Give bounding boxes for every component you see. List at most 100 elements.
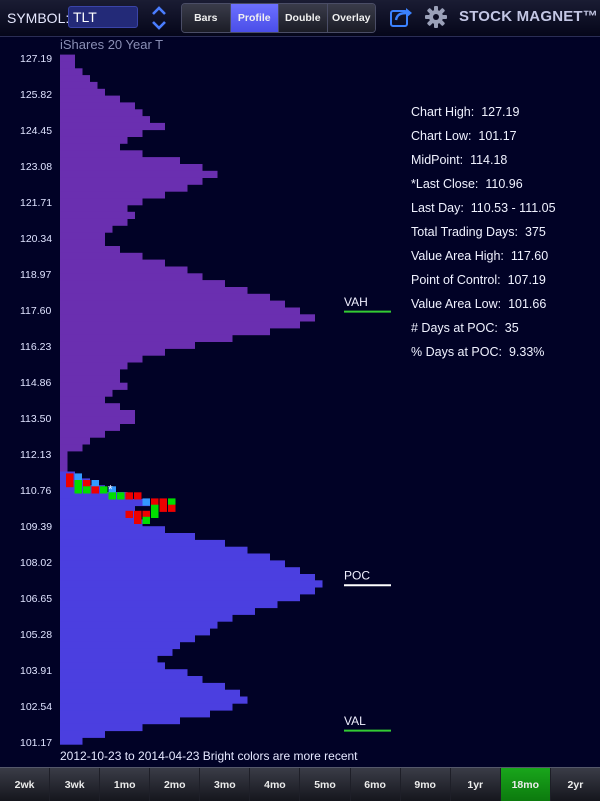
profile-bar	[60, 348, 165, 356]
tab-profile[interactable]: Profile	[230, 4, 279, 32]
profile-bar	[60, 451, 68, 459]
recent-day-cell	[74, 486, 82, 494]
tab-overlay[interactable]: Overlay	[327, 4, 375, 32]
stat-label: Chart High:	[411, 105, 475, 119]
profile-bar	[60, 355, 143, 363]
profile-bar	[60, 710, 210, 718]
y-tick-label: 106.65	[20, 593, 52, 605]
range-button-6mo[interactable]: 6mo	[351, 768, 401, 801]
last-close-marker: *	[108, 483, 113, 497]
app-title: STOCK MAGNET™	[459, 8, 598, 25]
recent-day-cell	[168, 504, 176, 512]
profile-bar	[60, 717, 180, 725]
range-button-1yr[interactable]: 1yr	[451, 768, 501, 801]
gear-icon[interactable]	[425, 6, 447, 28]
profile-bar	[60, 205, 128, 213]
y-tick-label: 112.13	[20, 449, 51, 461]
profile-bar	[60, 334, 233, 342]
y-tick-label: 121.71	[20, 197, 52, 209]
stat-value: 114.18	[470, 153, 508, 167]
stat-value: 110.96	[485, 177, 523, 191]
profile-bar	[60, 689, 240, 697]
up-down-chevron-icon[interactable]	[150, 3, 168, 33]
profile-bar	[60, 280, 225, 288]
recent-day-cell	[125, 492, 133, 500]
profile-bar	[60, 75, 90, 83]
stats-panel: Chart High: 127.19 Chart Low: 101.17 MidPo…	[411, 104, 556, 368]
profile-bar	[60, 539, 225, 548]
range-button-5mo[interactable]: 5mo	[300, 768, 351, 801]
profile-bar	[60, 628, 210, 636]
symbol-input[interactable]	[68, 6, 138, 28]
stat-row: Value Area High: 117.60	[411, 248, 556, 272]
tab-bars[interactable]: Bars	[182, 4, 231, 32]
profile-bar	[60, 437, 90, 445]
profile-bar	[60, 259, 165, 267]
profile-bar	[60, 498, 150, 507]
y-tick-label: 105.28	[20, 629, 52, 641]
profile-bar	[60, 287, 248, 295]
profile-bar	[60, 410, 135, 418]
range-button-2mo[interactable]: 2mo	[150, 768, 201, 801]
range-button-2yr[interactable]: 2yr	[567, 778, 584, 791]
profile-bar	[60, 607, 255, 615]
tab-double[interactable]: Double	[279, 4, 328, 32]
recent-day-cell	[151, 510, 159, 518]
profile-bar	[60, 252, 143, 260]
y-tick-label: 118.97	[20, 269, 51, 281]
recent-day-cell	[66, 480, 74, 488]
profile-bar	[60, 512, 135, 520]
recent-day-cell	[91, 486, 99, 494]
range-button-1mo[interactable]: 1mo	[100, 768, 151, 801]
stat-label: # Days at POC:	[411, 321, 498, 335]
profile-bar	[60, 403, 120, 411]
share-icon[interactable]	[389, 5, 413, 29]
stat-row: Chart Low: 101.17	[411, 128, 556, 152]
y-tick-label: 102.54	[20, 701, 52, 713]
range-button-4mo[interactable]: 4mo	[250, 768, 301, 801]
recent-day-cell	[125, 510, 133, 518]
recent-day-cell	[151, 504, 159, 512]
stat-label: % Days at POC:	[411, 345, 502, 359]
date-range-note: 2012-10-23 to 2014-04-23 Bright colors a…	[60, 749, 358, 763]
recent-day-cell	[142, 516, 150, 524]
profile-bar	[60, 191, 165, 199]
profile-bar	[60, 485, 105, 493]
recent-day-cell	[142, 498, 150, 506]
profile-bar	[60, 600, 278, 609]
range-button-3mo[interactable]: 3mo	[200, 768, 251, 801]
stat-row: Point of Control: 107.19	[411, 272, 556, 296]
profile-bar	[60, 88, 105, 96]
profile-bar	[60, 375, 120, 383]
profile-bar	[60, 122, 165, 131]
stat-row: MidPoint: 114.18	[411, 152, 556, 176]
range-button-18mo[interactable]: 18mo	[500, 768, 551, 801]
y-tick-label: 101.17	[20, 737, 52, 749]
profile-bar	[60, 307, 300, 315]
stat-value: 101.66	[508, 297, 547, 311]
recent-day-cell	[83, 480, 91, 488]
time-range-bar: 2wk 3wk 1mo 2mo 3mo 4mo 5mo 6mo 9mo 1yr 18mo 2yr	[0, 767, 600, 801]
profile-bar	[60, 109, 143, 117]
range-button-3wk[interactable]: 3wk	[50, 768, 101, 801]
range-button-9mo[interactable]: 9mo	[401, 768, 451, 801]
profile-bar	[60, 246, 120, 254]
recent-day-cell	[134, 510, 142, 518]
profile-bar	[60, 136, 128, 144]
stat-value: 35	[504, 321, 519, 335]
profile-bar	[60, 170, 218, 178]
stat-row: Total Trading Days: 375	[411, 224, 556, 248]
profile-bar	[60, 143, 120, 151]
profile-bar	[60, 273, 203, 281]
y-tick-label: 125.82	[20, 89, 52, 101]
stat-row: Value Area Low: 101.66	[411, 296, 556, 320]
profile-bar	[60, 102, 135, 110]
profile-bar	[60, 369, 120, 377]
range-button-2wk[interactable]: 2wk	[0, 768, 51, 801]
y-tick-label: 103.91	[20, 665, 52, 677]
recent-day-cell	[134, 492, 142, 500]
stat-value: 101.17	[478, 129, 517, 143]
profile-bar	[60, 225, 113, 233]
profile-bar	[60, 682, 225, 691]
